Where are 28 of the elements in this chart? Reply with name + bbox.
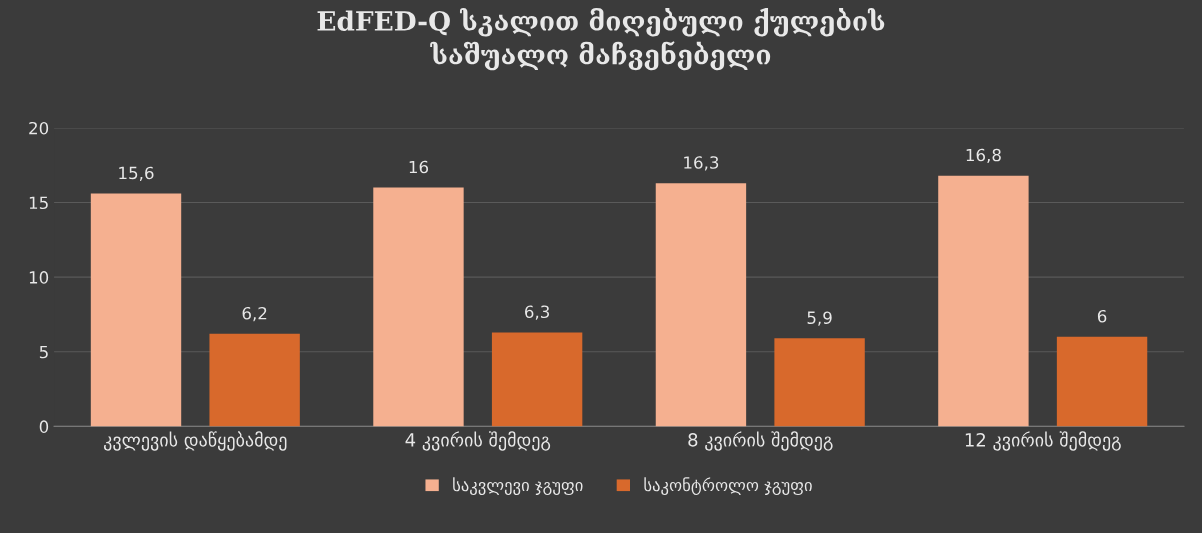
data-label: 6 [1097, 309, 1107, 323]
data-label: 15,6 [119, 166, 154, 181]
legend-label: საკონტროლო ჯგუფი [644, 477, 812, 496]
y-tick-label: 5 [39, 345, 48, 359]
x-tick-label: 8 კვირის შემდეგ [688, 431, 833, 451]
data-label: 5,9 [807, 311, 832, 326]
data-label: 6,2 [242, 306, 267, 322]
y-tick-label: 0 [39, 420, 49, 433]
bar [655, 183, 747, 427]
data-label: 16 [409, 160, 429, 174]
legend-label: საკვლევი ჯგუფი [453, 477, 583, 496]
x-tick-label: 4 კვირის შემდეგ [405, 431, 551, 451]
y-tick-label: 15 [29, 196, 48, 210]
data-label: 16,8 [966, 148, 1001, 164]
bar [491, 332, 583, 427]
x-tick-label: კვლევის დაწყებამდე [103, 431, 287, 451]
bar [373, 187, 464, 427]
bar [209, 333, 300, 427]
bar [1056, 336, 1148, 427]
bar [774, 338, 865, 427]
y-tick-label: 20 [29, 121, 49, 135]
chart-title: EdFED-Q სკალით მიღებული ქულების საშუალო მაჩვენებელი [317, 7, 885, 71]
x-tick-label: 12 კვირის შემდეგ [965, 431, 1121, 451]
data-label: 6,3 [525, 305, 550, 320]
y-tick-label: 10 [29, 271, 49, 284]
data-label: 16,3 [684, 156, 719, 171]
bar [90, 193, 182, 427]
bar [938, 175, 1029, 427]
